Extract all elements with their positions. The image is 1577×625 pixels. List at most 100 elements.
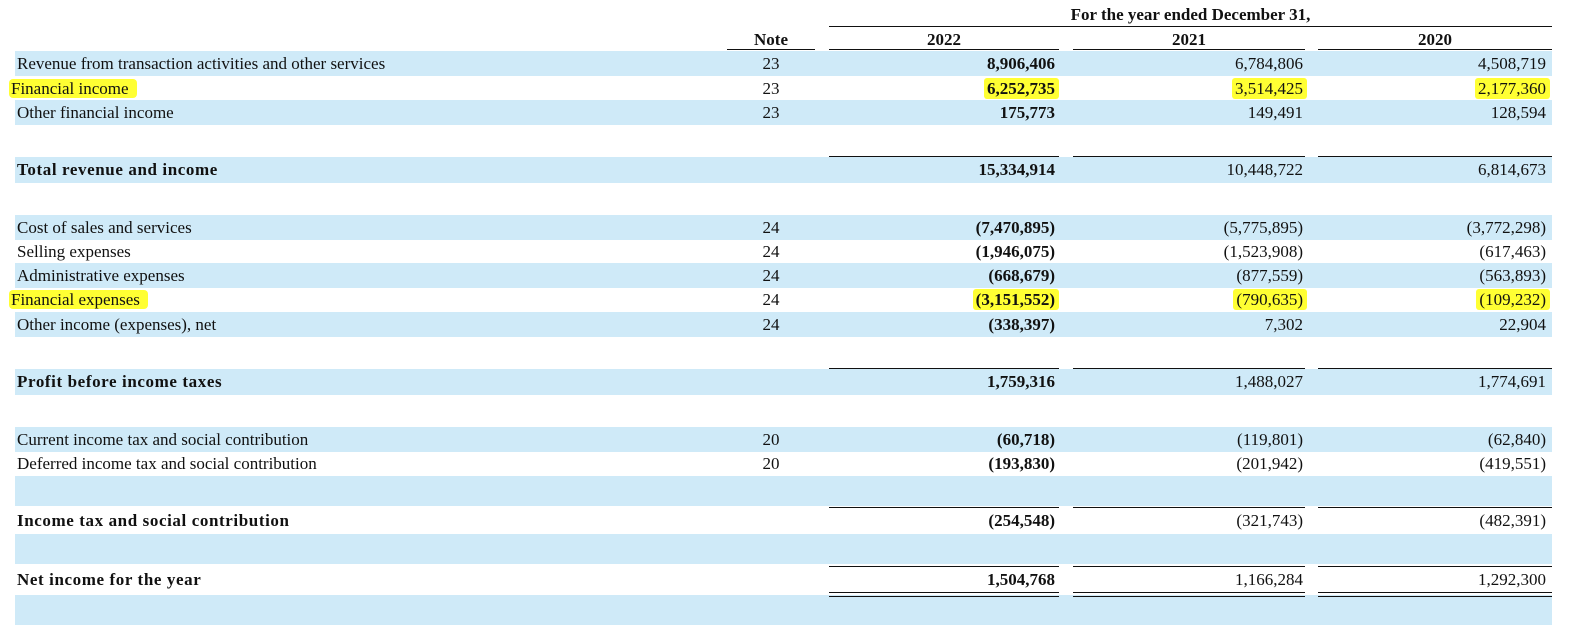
value-2020: 1,774,691: [1478, 372, 1546, 391]
value-2021: (5,775,895): [1223, 218, 1303, 237]
note-ref: 24: [762, 315, 780, 334]
value-2022: (1,946,075): [975, 242, 1055, 261]
year-2021-underline: [1073, 49, 1305, 50]
row-label: Selling expenses: [17, 242, 131, 261]
row-band: [15, 215, 1552, 240]
note-ref: 23: [762, 103, 780, 122]
value-2022: (254,548): [988, 511, 1055, 530]
note-ref: 23: [762, 79, 780, 98]
row-label: Net income for the year: [17, 570, 202, 589]
subtotal-rule: [829, 368, 1059, 369]
period-caption: For the year ended December 31,: [1070, 5, 1311, 24]
note-ref: 24: [762, 218, 780, 237]
value-2021: 1,166,284: [1235, 570, 1303, 589]
row-band: [15, 263, 1552, 288]
value-2020: (109,232): [1476, 289, 1550, 310]
value-2021: (119,801): [1237, 430, 1303, 449]
row-band: [15, 427, 1552, 452]
value-2021: (1,523,908): [1223, 242, 1303, 261]
value-2020: (482,391): [1479, 511, 1546, 530]
subtotal-rule: [829, 156, 1059, 157]
value-2020: 1,292,300: [1478, 570, 1546, 589]
row-label: Total revenue and income: [17, 160, 218, 179]
value-2022: (7,470,895): [975, 218, 1055, 237]
row-label: Administrative expenses: [17, 266, 185, 285]
value-2021: 3,514,425: [1232, 78, 1307, 99]
note-column-header: Note: [754, 30, 788, 49]
row-band: [15, 100, 1552, 125]
note-ref: 23: [762, 54, 780, 73]
subtotal-rule: [1073, 566, 1305, 567]
note-ref: 20: [762, 430, 780, 449]
value-2020: (3,772,298): [1466, 218, 1546, 237]
value-2022: 8,906,406: [987, 54, 1055, 73]
value-2022: 1,504,768: [987, 570, 1055, 589]
row-label: Other financial income: [17, 103, 174, 122]
row-band: [15, 312, 1552, 337]
row-label: Deferred income tax and social contribut…: [17, 454, 317, 473]
value-2020: 6,814,673: [1478, 160, 1546, 179]
row-label: Revenue from transaction activities and …: [17, 54, 386, 73]
row-label: Current income tax and social contributi…: [17, 430, 309, 449]
value-2022: (668,679): [988, 266, 1055, 285]
value-2021: 6,784,806: [1235, 54, 1303, 73]
year-2020-header: 2020: [1418, 30, 1452, 49]
value-2022: 6,252,735: [984, 78, 1059, 99]
value-2022: 1,759,316: [987, 372, 1055, 391]
value-2022: (193,830): [988, 454, 1055, 473]
subtotal-rule: [829, 566, 1059, 567]
double-underline: [1318, 592, 1552, 597]
value-2022: 15,334,914: [978, 160, 1056, 179]
subtotal-rule: [1073, 156, 1305, 157]
value-2021: 7,302: [1264, 315, 1303, 334]
value-2022: (3,151,552): [972, 289, 1059, 310]
value-2022: (60,718): [996, 430, 1055, 449]
subtotal-rule: [1318, 156, 1552, 157]
note-ref: 24: [762, 242, 780, 261]
period-rule: [829, 26, 1552, 27]
value-2022: (338,397): [988, 315, 1055, 334]
row-label: Financial expenses: [9, 290, 148, 309]
value-2021: 1,488,027: [1235, 372, 1303, 391]
value-2020: (62,840): [1487, 430, 1546, 449]
row-label: Profit before income taxes: [17, 372, 223, 391]
double-underline: [1073, 592, 1305, 597]
note-ref: 20: [762, 454, 780, 473]
value-2020: 4,508,719: [1478, 54, 1546, 73]
subtotal-rule: [1318, 507, 1552, 508]
subtotal-rule: [1073, 507, 1305, 508]
row-label: Income tax and social contribution: [17, 511, 290, 530]
value-2020: (419,551): [1479, 454, 1546, 473]
value-2020: 22,904: [1499, 315, 1546, 334]
subtotal-rule: [1073, 368, 1305, 369]
year-2020-underline: [1318, 49, 1552, 50]
subtotal-rule: [1318, 566, 1552, 567]
value-2020: (617,463): [1479, 242, 1546, 261]
note-ref: 24: [762, 290, 780, 309]
row-band: [15, 476, 1552, 506]
year-2022-header: 2022: [927, 30, 961, 49]
row-label: Cost of sales and services: [17, 218, 192, 237]
row-band: [15, 595, 1552, 625]
row-band: [15, 51, 1552, 76]
value-2021: (877,559): [1236, 266, 1303, 285]
subtotal-rule: [1318, 368, 1552, 369]
row-label: Other income (expenses), net: [17, 315, 217, 334]
value-2021: 149,491: [1247, 103, 1303, 122]
note-ref: 24: [762, 266, 780, 285]
row-band: [15, 369, 1552, 395]
year-2022-underline: [829, 49, 1059, 50]
value-2021: (321,743): [1236, 511, 1303, 530]
row-label: Financial income: [9, 79, 137, 98]
value-2021: (790,635): [1233, 289, 1307, 310]
value-2020: (563,893): [1479, 266, 1546, 285]
value-2020: 2,177,360: [1475, 78, 1550, 99]
value-2020: 128,594: [1490, 103, 1546, 122]
year-2021-header: 2021: [1172, 30, 1206, 49]
value-2022: 175,773: [999, 103, 1055, 122]
row-band: [15, 534, 1552, 564]
note-header-underline: [727, 49, 815, 50]
value-2021: (201,942): [1236, 454, 1303, 473]
double-underline: [829, 592, 1059, 597]
